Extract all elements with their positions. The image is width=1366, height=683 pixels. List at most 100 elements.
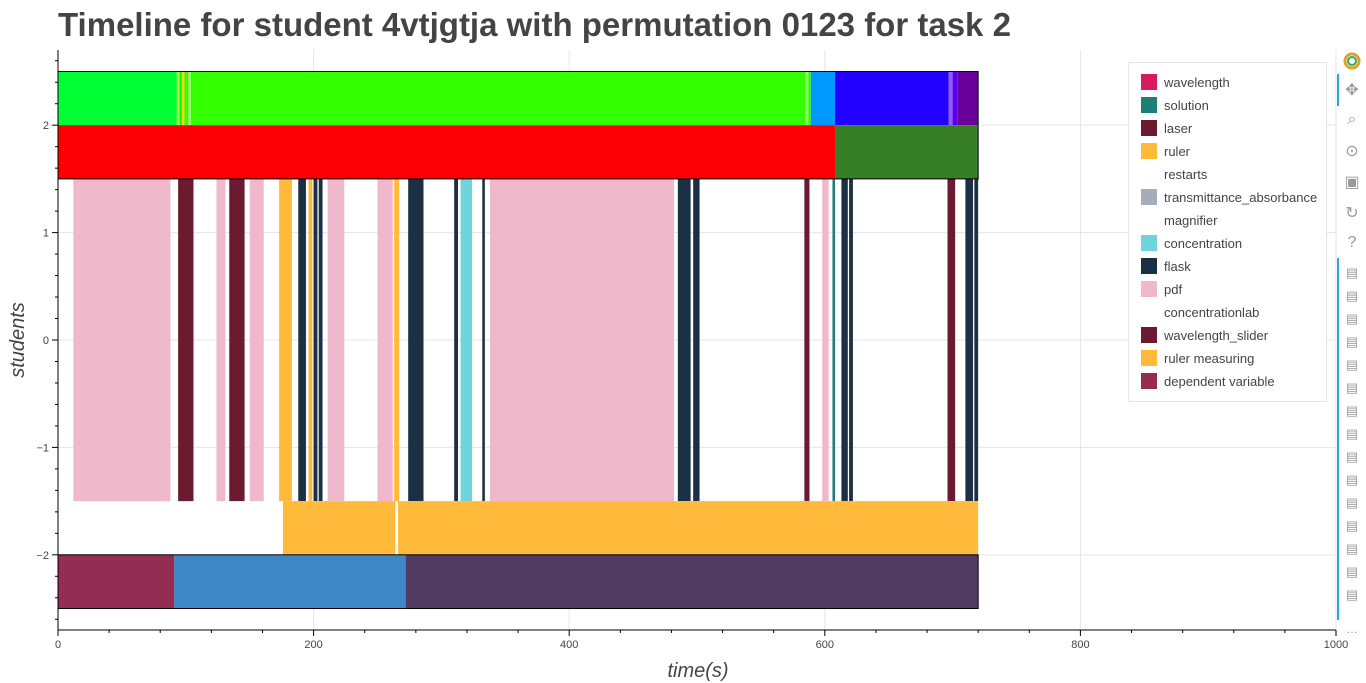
- hover-icon[interactable]: ▤: [1345, 403, 1359, 418]
- y-tick-label: 2: [43, 120, 49, 132]
- timeline-segment: [229, 178, 245, 502]
- hover-icon[interactable]: ▤: [1345, 380, 1359, 395]
- x-tick-label: 600: [816, 639, 834, 651]
- y-tick-label: −2: [36, 550, 49, 562]
- hover-icon[interactable]: ▤: [1345, 518, 1359, 533]
- legend-label: wavelength: [1164, 74, 1230, 90]
- legend-item[interactable]: solution: [1141, 95, 1209, 115]
- timeline-segment: [327, 178, 345, 502]
- box-zoom-icon[interactable]: ⌕: [1347, 111, 1357, 128]
- timeline-segment: [313, 178, 318, 502]
- legend-swatch: [1141, 166, 1157, 182]
- hover-icon[interactable]: ▤: [1345, 357, 1359, 372]
- legend-item[interactable]: concentration: [1141, 233, 1242, 253]
- x-tick-label: 400: [560, 639, 578, 651]
- legend-label: laser: [1164, 120, 1193, 136]
- legend-label: ruler: [1164, 143, 1191, 159]
- legend-item[interactable]: ruler measuring: [1141, 348, 1254, 368]
- timeline-segment: [849, 178, 853, 502]
- timeline-bars: [57, 70, 979, 610]
- reset-icon[interactable]: ↻: [1345, 205, 1359, 222]
- pan-icon[interactable]: ✥: [1345, 82, 1359, 99]
- legend-label: concentrationlab: [1164, 304, 1260, 320]
- timeline-segment: [179, 71, 182, 126]
- axes: 0 200 400 600 800 1000 −2 −1 0 1 2: [36, 50, 1348, 651]
- timeline-segment: [489, 178, 674, 502]
- legend-swatch: [1141, 350, 1157, 366]
- legend-item[interactable]: flask: [1141, 256, 1191, 276]
- hover-icon[interactable]: ▤: [1345, 541, 1359, 556]
- hover-icon[interactable]: ▤: [1345, 495, 1359, 510]
- hover-icon[interactable]: ▤: [1345, 472, 1359, 487]
- legend-swatch: [1141, 327, 1157, 343]
- legend-item[interactable]: laser: [1141, 118, 1192, 138]
- timeline-segment: [190, 71, 806, 126]
- hover-icon[interactable]: ▤: [1345, 587, 1359, 602]
- legend-item[interactable]: ruler: [1141, 141, 1190, 161]
- timeline-segment: [178, 178, 194, 502]
- timeline-segment: [58, 554, 175, 609]
- legend-label: transmittance_absorbance: [1164, 189, 1318, 205]
- timeline-segment: [808, 71, 811, 126]
- timeline-segment: [184, 71, 189, 126]
- legend-label: dependent variable: [1164, 373, 1275, 389]
- timeline-segment: [947, 178, 956, 502]
- more-icon[interactable]: …: [1346, 622, 1358, 636]
- legend-swatch: [1141, 189, 1157, 205]
- legend-item[interactable]: wavelength: [1141, 72, 1230, 92]
- hover-icon[interactable]: ▤: [1345, 449, 1359, 464]
- timeline-segment: [181, 71, 185, 126]
- legend-label: concentration: [1164, 235, 1243, 251]
- chart-title: Timeline for student 4vtjgtja with permu…: [58, 6, 1011, 43]
- timeline-segment: [841, 178, 848, 502]
- timeline-segment: [454, 178, 459, 502]
- timeline-segment: [308, 178, 313, 502]
- timeline-segment: [216, 178, 226, 502]
- help-icon[interactable]: ?: [1347, 234, 1357, 251]
- hover-icon[interactable]: ▤: [1345, 288, 1359, 303]
- hover-icon[interactable]: ▤: [1345, 426, 1359, 441]
- x-tick-label: 0: [55, 639, 61, 651]
- save-icon[interactable]: ▣: [1344, 174, 1360, 191]
- timeline-segment: [58, 71, 177, 126]
- legend-swatch: [1141, 120, 1157, 136]
- legend-item[interactable]: restarts: [1141, 164, 1207, 184]
- timeline-segment: [822, 178, 829, 502]
- legend-label: pdf: [1164, 281, 1183, 297]
- timeline-segment: [377, 178, 393, 502]
- legend-swatch: [1141, 235, 1157, 251]
- legend-item[interactable]: magnifier: [1141, 210, 1217, 230]
- timeline-segment: [460, 178, 473, 502]
- legend-swatch: [1141, 373, 1157, 389]
- hover-icon[interactable]: ▤: [1345, 334, 1359, 349]
- toolbar-hover-indicator: [1337, 258, 1339, 620]
- timeline-segment: [810, 71, 836, 126]
- legend-swatch: [1141, 143, 1157, 159]
- x-tick-label: 200: [304, 639, 322, 651]
- legend-label: flask: [1164, 258, 1191, 274]
- legend-item[interactable]: transmittance_absorbance: [1141, 187, 1317, 207]
- legend-swatch: [1141, 212, 1157, 228]
- wheel-zoom-icon[interactable]: ⊙: [1345, 143, 1359, 160]
- toolbar-active-indicator: [1337, 74, 1339, 106]
- timeline-segment: [318, 178, 323, 502]
- x-tick-label: 1000: [1324, 639, 1348, 651]
- timeline-segment: [394, 178, 400, 502]
- legend-item[interactable]: wavelength_slider: [1141, 325, 1268, 345]
- timeline-segment: [693, 178, 700, 502]
- legend-item[interactable]: pdf: [1141, 279, 1182, 299]
- timeline-segment: [677, 178, 691, 502]
- legend-swatch: [1141, 97, 1157, 113]
- hover-icon[interactable]: ▤: [1345, 265, 1359, 280]
- timeline-segment: [957, 71, 979, 126]
- hover-icon[interactable]: ▤: [1345, 564, 1359, 579]
- legend-swatch: [1141, 74, 1157, 90]
- legend-item[interactable]: concentrationlab: [1141, 302, 1259, 322]
- timeline-segment: [952, 71, 958, 126]
- bokeh-logo-icon[interactable]: [1341, 50, 1363, 72]
- hover-icon[interactable]: ▤: [1345, 311, 1359, 326]
- timeline-segment: [835, 71, 949, 126]
- legend-item[interactable]: dependent variable: [1141, 371, 1275, 391]
- legend-swatch: [1141, 281, 1157, 297]
